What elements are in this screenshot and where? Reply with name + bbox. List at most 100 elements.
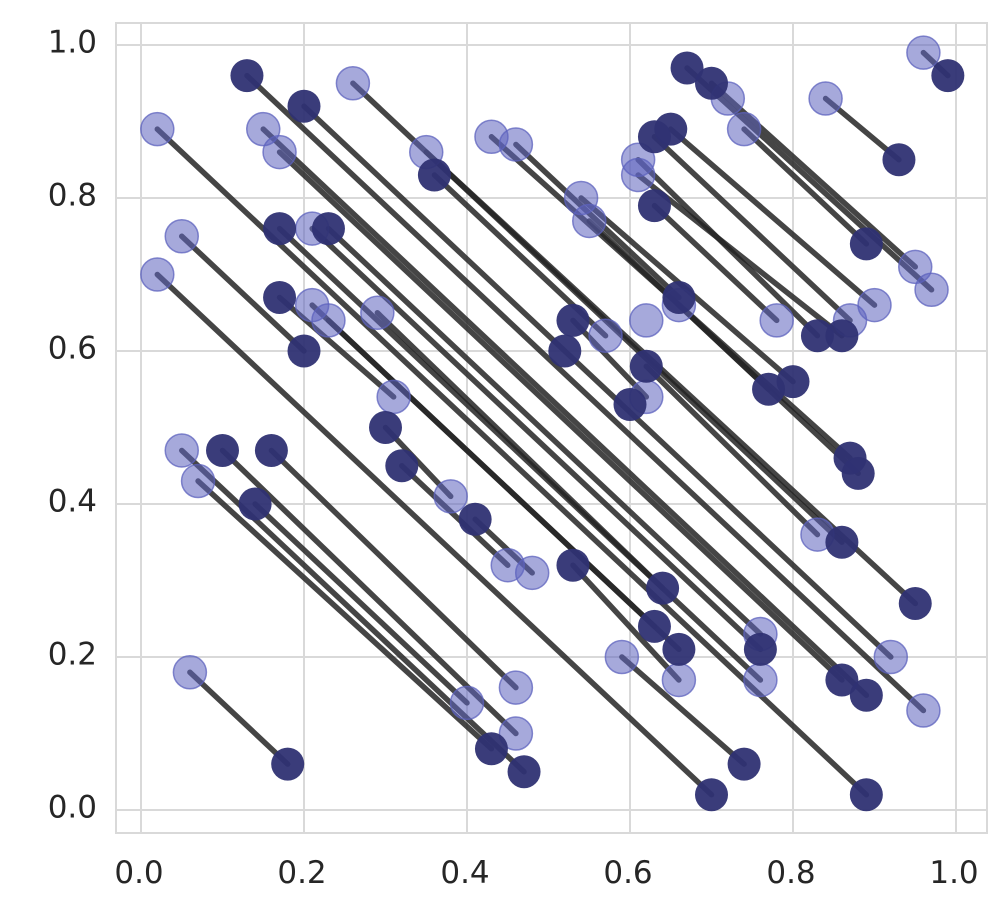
connector-line xyxy=(260,126,870,698)
y-tick-label: 0.8 xyxy=(47,177,97,214)
connector-line xyxy=(651,134,853,324)
dark-point xyxy=(287,334,321,368)
light-point xyxy=(474,119,509,155)
connector-line xyxy=(708,80,918,270)
connector-line xyxy=(635,172,845,339)
dark-point xyxy=(662,280,696,314)
light-point xyxy=(873,639,909,675)
connector-line xyxy=(276,225,764,683)
connector-line xyxy=(570,562,682,683)
light-point xyxy=(726,111,762,147)
dark-point xyxy=(727,747,761,781)
connector-line xyxy=(179,447,527,775)
dark-point xyxy=(230,59,264,93)
dark-point xyxy=(931,59,965,93)
dark-point xyxy=(458,502,492,536)
light-point xyxy=(498,670,534,705)
dark-point xyxy=(629,349,663,383)
dark-point xyxy=(263,212,297,246)
connector-line xyxy=(651,202,780,324)
y-tick-label: 0.6 xyxy=(47,330,97,367)
connector-line xyxy=(619,654,747,767)
x-tick-label: 1.0 xyxy=(929,855,979,891)
light-point xyxy=(433,479,468,514)
connector-line xyxy=(668,126,878,308)
dark-point xyxy=(474,732,508,766)
light-point xyxy=(164,433,199,468)
connector-line xyxy=(643,363,821,538)
light-point xyxy=(262,134,297,170)
dark-point xyxy=(825,663,859,697)
y-tick-label: 1.0 xyxy=(47,24,97,61)
x-tick-label: 0.2 xyxy=(277,855,327,891)
light-point xyxy=(514,555,550,591)
y-tick-label: 0.2 xyxy=(47,636,97,673)
paired-scatter-plot xyxy=(117,24,986,832)
dark-point xyxy=(637,120,671,154)
dark-point xyxy=(825,319,859,353)
connector-line xyxy=(399,463,511,568)
light-point xyxy=(808,81,843,116)
dark-point xyxy=(556,548,590,582)
connector-line xyxy=(570,317,650,400)
light-point xyxy=(360,295,395,330)
x-tick-label: 0.0 xyxy=(114,855,164,891)
dark-point xyxy=(556,303,590,337)
dark-point xyxy=(287,89,321,123)
light-point xyxy=(140,257,175,292)
dark-point xyxy=(752,372,786,406)
light-point xyxy=(906,35,941,70)
dark-point xyxy=(662,632,696,666)
connector-line xyxy=(325,317,682,653)
dark-point xyxy=(254,433,288,467)
dark-point xyxy=(695,66,728,100)
dark-point xyxy=(417,158,451,192)
dark-point xyxy=(670,51,704,85)
connector-line xyxy=(276,149,845,683)
dark-point xyxy=(849,778,883,812)
dark-point xyxy=(833,441,867,475)
connector-line xyxy=(154,271,715,798)
light-point xyxy=(588,318,623,353)
light-point xyxy=(376,379,411,415)
y-tick-label: 0.4 xyxy=(47,483,97,520)
light-point xyxy=(498,716,534,751)
dark-point xyxy=(898,586,932,620)
light-point xyxy=(572,203,607,239)
connector-line xyxy=(244,72,927,714)
light-point xyxy=(335,66,371,101)
dark-point xyxy=(385,449,419,483)
dark-point xyxy=(311,212,345,246)
dark-point xyxy=(849,227,883,261)
dark-point xyxy=(695,778,728,812)
x-tick-label: 0.4 xyxy=(440,855,490,891)
light-point xyxy=(914,272,949,308)
light-point xyxy=(449,685,485,721)
connector-line xyxy=(301,103,894,660)
dark-point xyxy=(743,632,777,666)
dark-point xyxy=(613,388,647,422)
dark-point xyxy=(507,755,541,789)
plot-area xyxy=(115,22,988,834)
dark-point xyxy=(369,411,402,444)
connector-line xyxy=(741,126,870,247)
dark-point xyxy=(263,280,297,314)
light-point xyxy=(759,303,794,338)
connector-line xyxy=(374,310,666,591)
dark-point xyxy=(882,143,916,177)
x-tick-label: 0.6 xyxy=(603,855,653,891)
dark-point xyxy=(637,609,671,643)
connector-line xyxy=(268,447,519,691)
connector-line xyxy=(187,669,291,767)
light-point xyxy=(620,157,656,193)
light-point xyxy=(311,303,346,338)
connector-line xyxy=(325,225,764,637)
light-point xyxy=(906,693,941,728)
connector-line xyxy=(252,501,470,706)
dark-point xyxy=(206,433,239,467)
light-point xyxy=(743,662,778,698)
connector-line xyxy=(195,478,495,752)
dark-point xyxy=(849,678,883,712)
light-point xyxy=(661,662,697,698)
dark-point xyxy=(825,525,859,559)
